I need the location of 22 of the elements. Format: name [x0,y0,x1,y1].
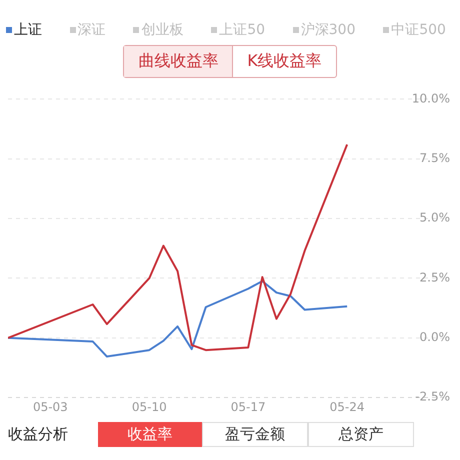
text: 沪深300 [300,21,356,39]
x-tick-label: 05-10 [132,400,167,414]
x-tick-label: 05-24 [330,400,365,414]
y-tick-label: -2.5% [415,390,450,404]
y-tick-label: 2.5% [420,270,450,284]
text: 中证500 [391,21,446,39]
y-tick-label: 7.5% [420,151,450,166]
text: K线收益率 [246,50,323,72]
text: 创业板 [141,21,184,39]
text: 盈亏金额 [202,422,308,447]
y-tick-label: 10.0% [412,91,450,106]
y-tick-label: 5.0% [420,210,450,225]
text: 深证 [78,21,106,39]
text: 曲线收益率 [124,46,234,77]
legend-label: 上证 [14,21,42,39]
text: 收益率 [98,422,202,447]
text: 总资产 [308,422,414,447]
x-tick-label: 05-17 [230,400,266,414]
y-tick-label: 0.0% [420,330,450,344]
x-tick-label: 05-03 [32,400,68,414]
text: 上证50 [219,21,266,39]
text: 收益分析 [8,425,69,444]
